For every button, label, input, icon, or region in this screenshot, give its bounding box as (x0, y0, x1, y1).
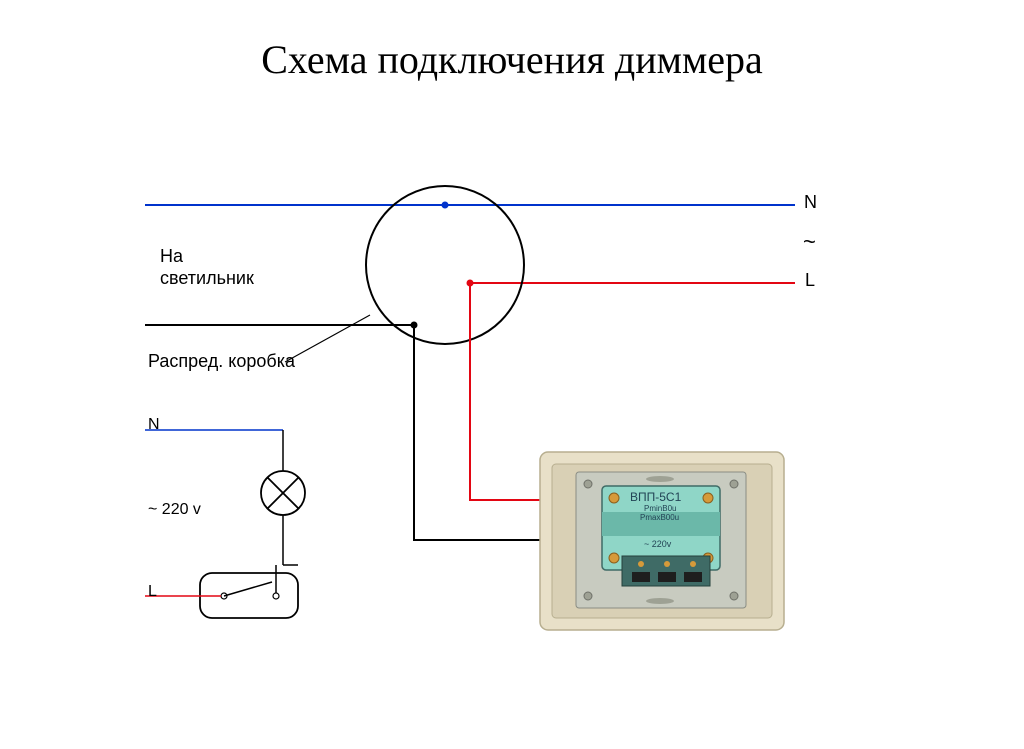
n-junction-dot (442, 202, 449, 209)
n-label-left: N (148, 416, 160, 434)
dimmer-model-label: ВПП-5С1 (630, 490, 681, 504)
volt-label: ~ 220 v (148, 501, 201, 519)
junction-box-icon (366, 186, 524, 344)
junction-box-label: Распред. коробка (148, 351, 295, 372)
switch-term-right (273, 593, 279, 599)
l-label-left: L (148, 583, 157, 601)
dimmer-spec2-label: PmaxB00u (640, 513, 679, 522)
to-lamp-label-2: светильник (160, 268, 254, 289)
dimmer-spec1-label: PminB0u (644, 504, 676, 513)
to-lamp-label-1: На (160, 246, 183, 267)
wiring-diagram-svg (0, 0, 1024, 749)
n-label-right: N (804, 192, 817, 213)
tilde-label-right: ~ (803, 229, 816, 255)
l-label-right: L (805, 270, 815, 291)
switch-lever (224, 582, 272, 596)
dimmer-volt-label: ~ 220v (644, 539, 671, 549)
label-guide-line (285, 315, 370, 362)
